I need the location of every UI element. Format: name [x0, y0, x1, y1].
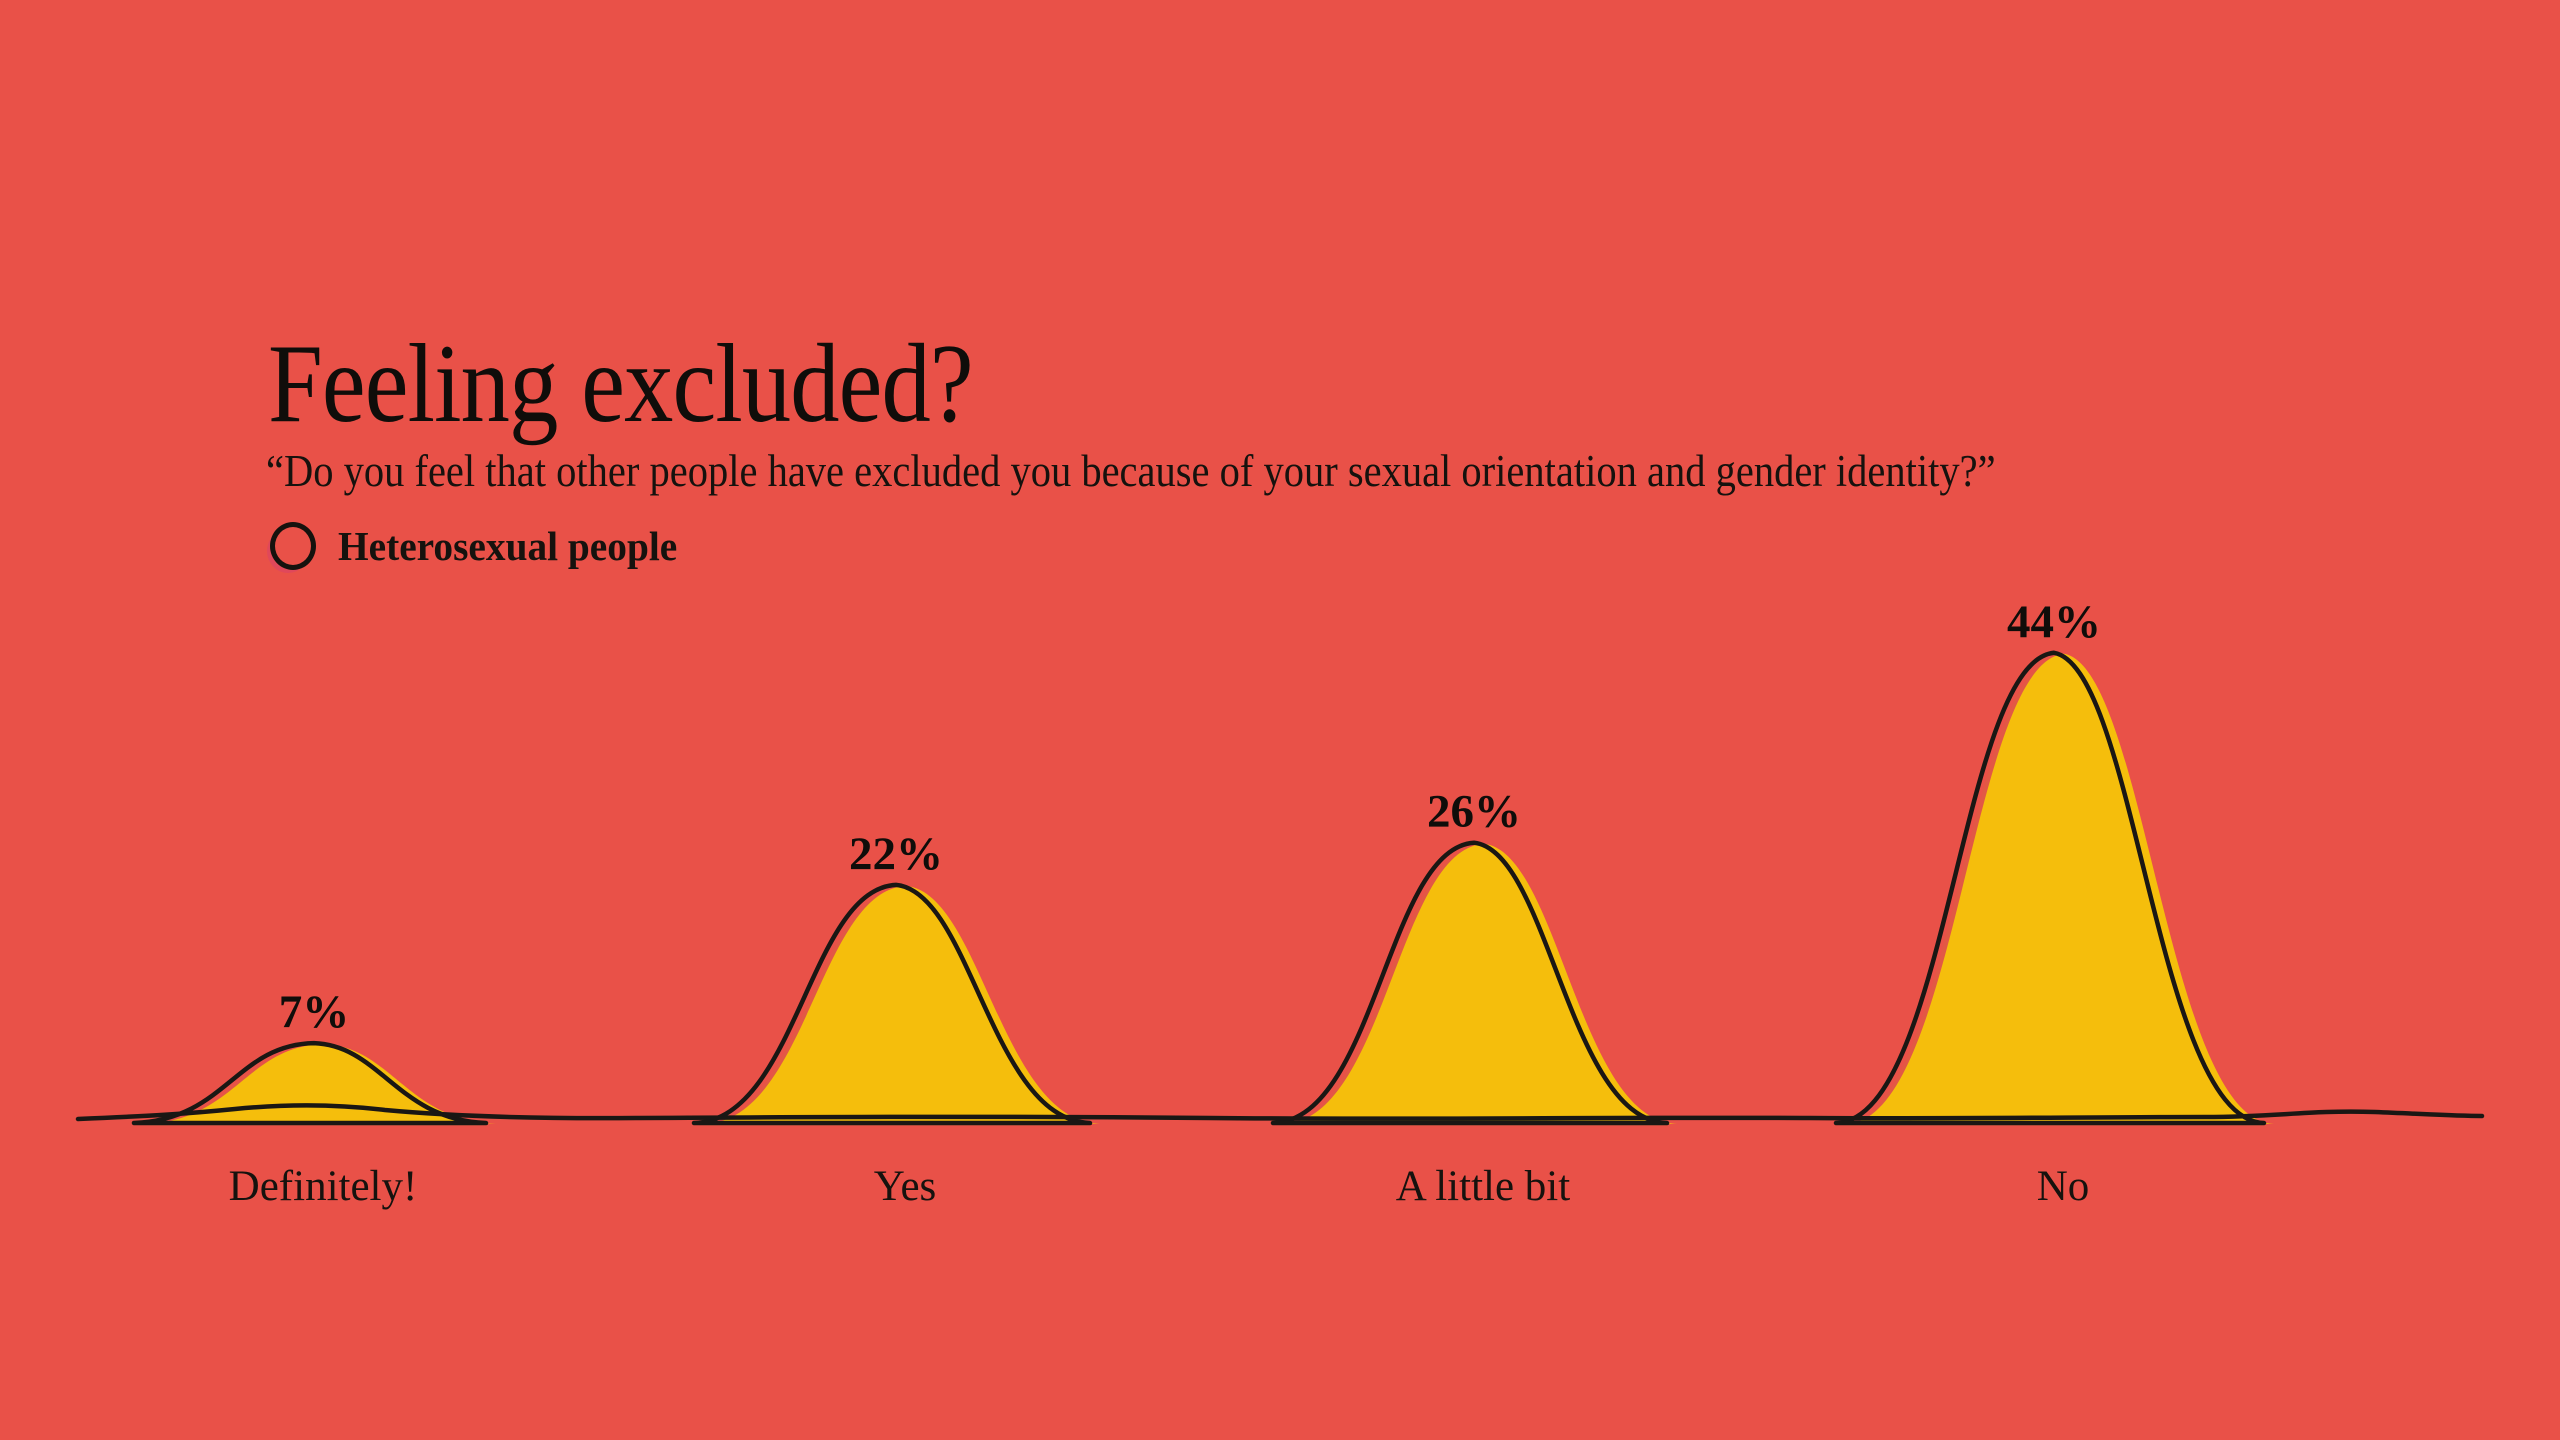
value-label-3: 44% [2007, 596, 2101, 648]
value-label-1: 22% [849, 828, 943, 880]
legend-label: Heterosexual people [338, 523, 678, 569]
category-label-0: Definitely! [229, 1163, 418, 1210]
hill-outline-2 [1270, 840, 1670, 1126]
survey-question-subtitle: “Do you feel that other people have excl… [266, 446, 1996, 496]
baseline [75, 1103, 2485, 1122]
legend-swatch-circle-icon [270, 522, 316, 570]
hill-outline-1 [691, 882, 1093, 1126]
hill-outline-3 [1833, 650, 2267, 1126]
category-label-2: A little bit [1396, 1163, 1570, 1210]
value-label-2: 26% [1427, 786, 1521, 838]
category-label-3: No [2037, 1163, 2090, 1210]
hill-fill-1 [704, 885, 1100, 1124]
hill-fill-3 [1846, 653, 2274, 1124]
hill-fill-2 [1283, 843, 1677, 1124]
hill-fill-0 [144, 1044, 496, 1124]
value-label-0: 7% [279, 986, 350, 1038]
page-title: Feeling excluded? [268, 322, 974, 447]
hill-outline-0 [131, 1040, 489, 1126]
legend: Heterosexual people [270, 522, 691, 570]
category-label-1: Yes [874, 1163, 937, 1210]
